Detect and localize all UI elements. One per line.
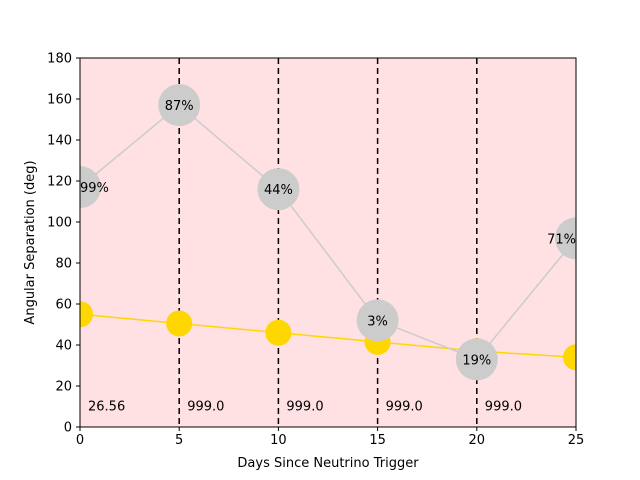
x-axis-label: Days Since Neutrino Trigger xyxy=(237,456,419,471)
series-1-point xyxy=(356,299,399,342)
series-0-point xyxy=(80,301,93,328)
point-label: 44% xyxy=(264,183,293,198)
x-tick-label: 0 xyxy=(76,433,84,448)
x-tick-label: 15 xyxy=(369,433,386,448)
annotation-label: 999.0 xyxy=(485,400,522,415)
series-1-point xyxy=(555,217,576,260)
point-label: 3% xyxy=(367,314,388,329)
y-tick-label: 120 xyxy=(47,175,72,190)
series-1-line xyxy=(80,104,576,361)
point-label: 71% xyxy=(547,232,576,247)
y-tick-label: 160 xyxy=(47,93,72,108)
y-tick-label: 20 xyxy=(55,380,72,395)
x-axis-ticks: 0 5 10 15 20 25 xyxy=(76,427,584,448)
point-label: 19% xyxy=(462,353,491,368)
y-tick-label: 180 xyxy=(47,52,72,67)
x-tick-label: 25 xyxy=(568,433,585,448)
annotation-label: 26.56 xyxy=(88,400,125,415)
series-1-point xyxy=(455,338,498,381)
plot-area xyxy=(80,58,576,427)
plot-frame xyxy=(79,57,577,428)
annotation-label: 999.0 xyxy=(286,400,323,415)
series-1-point xyxy=(80,166,101,209)
annotation-label: 999.0 xyxy=(187,400,224,415)
y-tick-label: 100 xyxy=(47,216,72,231)
x-tick-label: 5 xyxy=(175,433,183,448)
point-label: 87% xyxy=(165,99,194,114)
x-tick-label: 20 xyxy=(469,433,486,448)
y-tick-label: 140 xyxy=(47,134,72,149)
series-1-point xyxy=(158,84,201,127)
point-label: 99% xyxy=(80,181,109,196)
y-tick-label: 40 xyxy=(55,339,72,354)
y-axis-label: Angular Separation (deg) xyxy=(23,160,38,324)
series-1-point xyxy=(257,168,300,211)
y-tick-label: 80 xyxy=(55,257,72,272)
series-0-point xyxy=(166,310,193,337)
y-tick-label: 60 xyxy=(55,298,72,313)
annotation-label: 999.0 xyxy=(386,400,423,415)
y-tick-label: 0 xyxy=(64,421,72,436)
series-layer: 99% 87% 44% 3% 19% 71% xyxy=(80,84,576,381)
series-0-point xyxy=(563,344,576,371)
x-tick-label: 10 xyxy=(270,433,287,448)
y-axis-ticks: 0 20 40 60 80 100 120 140 160 180 xyxy=(47,52,80,436)
series-0-point xyxy=(265,319,292,346)
annotations-layer: 26.56 999.0 999.0 999.0 999.0 xyxy=(88,400,522,415)
